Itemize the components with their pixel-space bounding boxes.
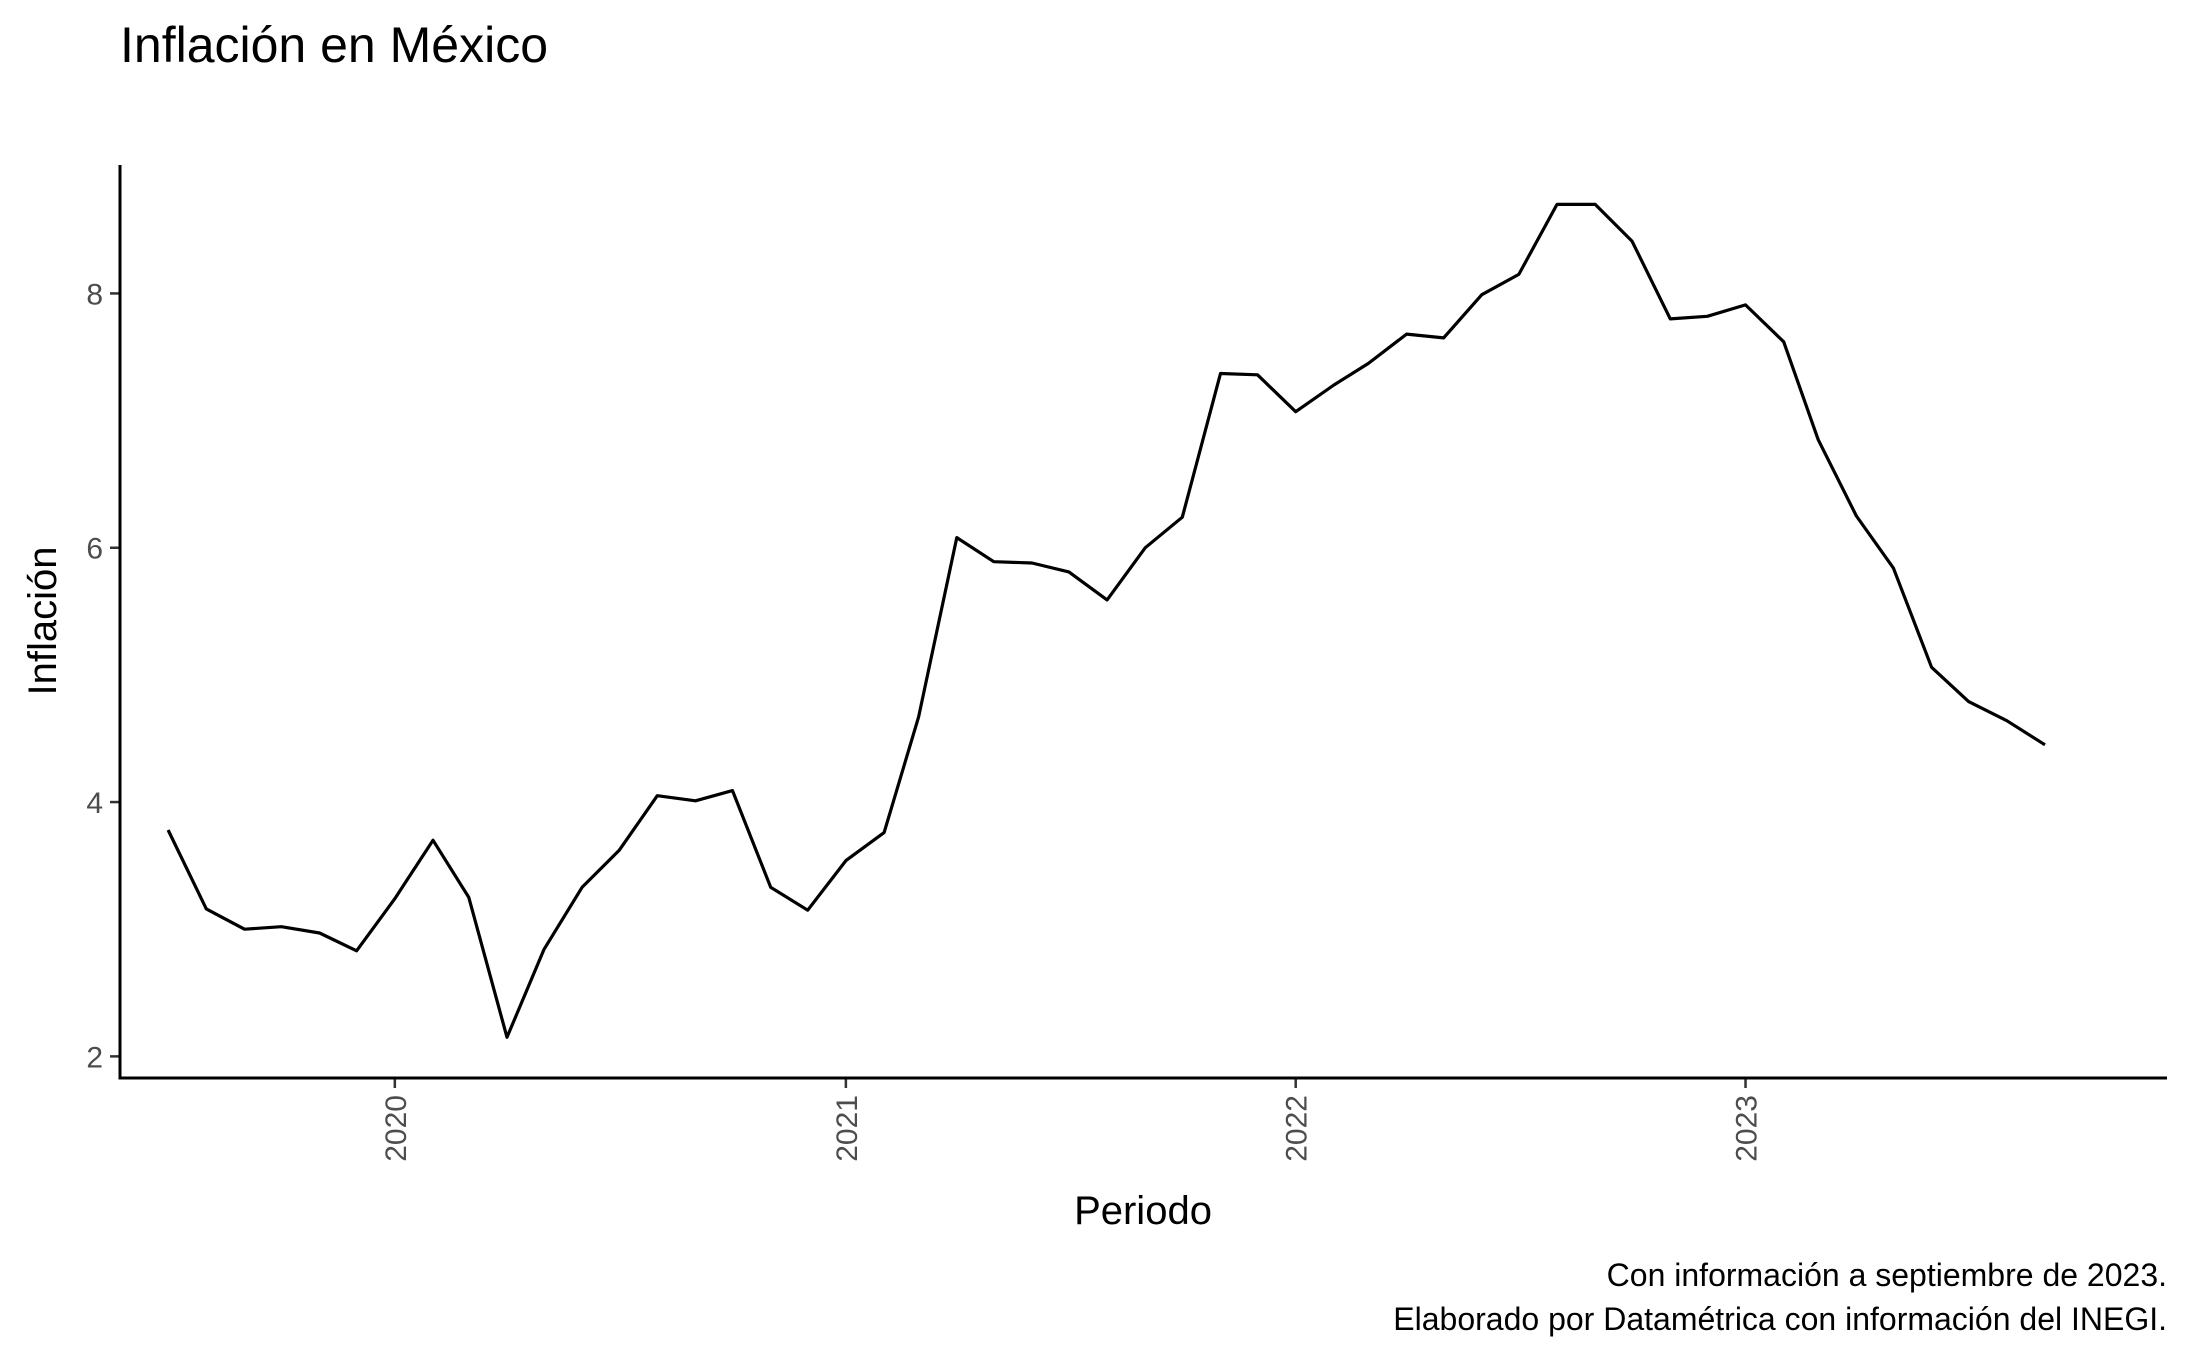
y-tick-label: 8 — [86, 278, 103, 311]
x-tick-label: 2022 — [1281, 1095, 1314, 1162]
chart-title: Inflación en México — [120, 17, 548, 73]
x-tick-label: 2023 — [1731, 1095, 1764, 1162]
y-tick-label: 4 — [86, 787, 103, 820]
x-tick-label: 2020 — [380, 1095, 413, 1162]
y-tick-label: 6 — [86, 533, 103, 566]
x-axis-ticks: 2020 2021 2022 2023 — [380, 1078, 1764, 1162]
y-axis-ticks: 2 4 6 8 — [86, 278, 120, 1074]
caption-line-2: Elaborado por Datamétrica con informació… — [1393, 1301, 2167, 1337]
x-tick-label: 2021 — [831, 1095, 864, 1162]
y-axis-title: Inflación — [21, 547, 65, 696]
x-axis-title: Periodo — [1074, 1189, 1212, 1233]
inflation-series-line — [166, 202, 2046, 1039]
caption-line-1: Con información a septiembre de 2023. — [1607, 1257, 2167, 1293]
y-tick-label: 2 — [86, 1041, 103, 1074]
